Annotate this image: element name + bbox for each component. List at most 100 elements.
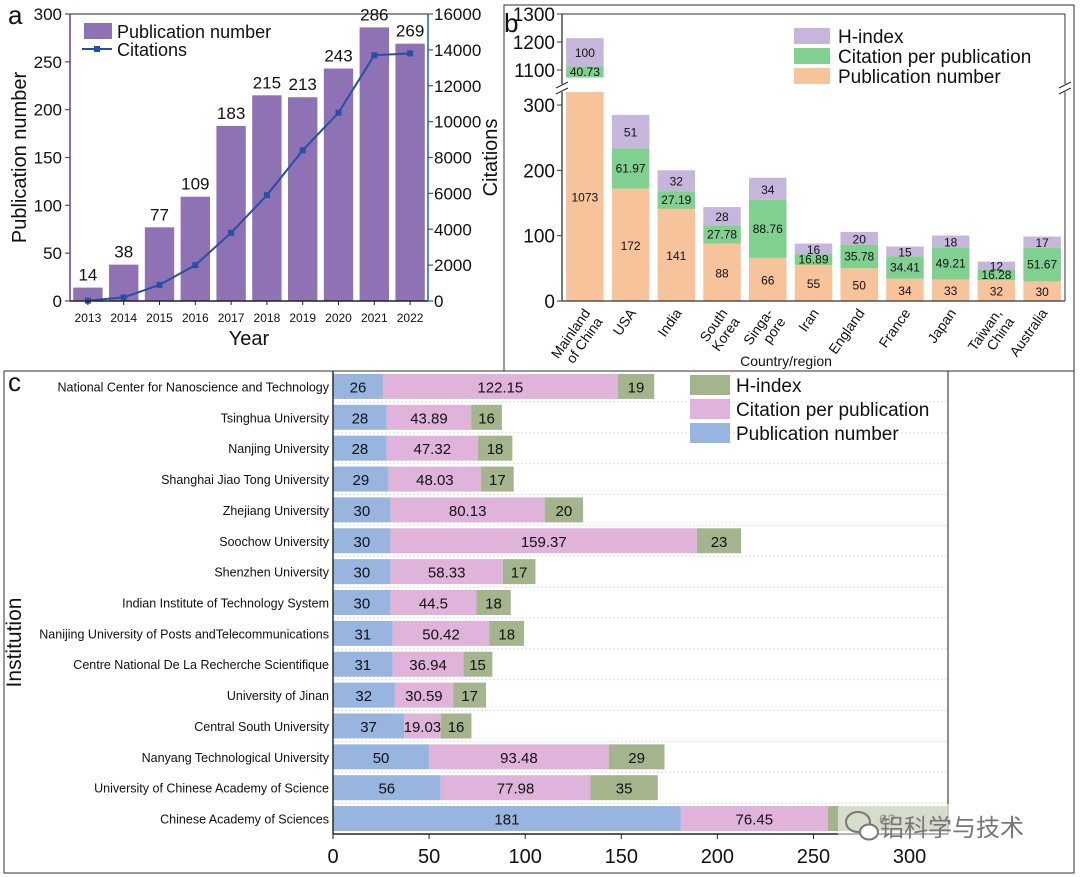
- bar-label-hindex-row-4: 17: [489, 472, 506, 489]
- bar-publication-france: [886, 278, 924, 301]
- wechat-icon-bubble-large: [845, 811, 871, 833]
- bar-label-hindex-japan: 18: [944, 235, 958, 249]
- bar-label-hindex-mainlandofchina: 100: [575, 46, 595, 60]
- legend-swatch-publication: [84, 23, 112, 39]
- bar-label-hindex-singapore: 34: [761, 183, 775, 197]
- x-tick-label-england: England: [825, 306, 868, 357]
- watermark: 铝科学与技术: [838, 804, 1048, 848]
- legend-label-citations: Citations: [117, 40, 187, 60]
- bar-label-publication-row-15: 181: [494, 812, 519, 829]
- x-tick-label-india: India: [654, 305, 685, 339]
- panel-c-institution-chart: 26 122.15 19 National Center for Nanoscienc…: [3, 370, 1075, 874]
- left-tick-label-150: 150: [34, 149, 62, 168]
- y-tick-label-row-10: Centre National De La Recherche Scientif…: [73, 658, 329, 672]
- bar-label-publication-singapore: 66: [761, 273, 775, 287]
- bar-label-publication-row-2: 28: [352, 410, 369, 427]
- legend-swatch-hindex: [794, 28, 830, 44]
- watermark-backdrop: [838, 804, 1048, 848]
- bar-cpp-row-4: [388, 466, 482, 492]
- bar-label-hindex-row-7: 17: [511, 565, 528, 582]
- x-tick-label-250: 250: [797, 846, 830, 868]
- bar-label-cpp-row-4: 48.03: [416, 472, 454, 489]
- x-tick-label-2017: 2017: [218, 311, 245, 325]
- wechat-icon: [845, 811, 879, 841]
- bar-hindex-row-13: [608, 744, 665, 770]
- x-tick-label-2021: 2021: [361, 311, 388, 325]
- bar-label-cpp-row-2: 43.89: [410, 410, 448, 427]
- bar-publication-row-9: [333, 620, 393, 646]
- left-tick-label-300: 300: [34, 5, 62, 24]
- bar-label-hindex-row-2: 16: [478, 410, 495, 427]
- bar-label-publication-australia: 30: [1035, 285, 1049, 299]
- x-tick-label-2022: 2022: [397, 311, 424, 325]
- bar-cpp-southkorea: [703, 225, 741, 244]
- bar-hindex-row-10: [463, 651, 493, 677]
- bar-label-cpp-taiwanchina: 16.28: [981, 268, 1011, 282]
- legend-label-cpp: Citation per publication: [736, 400, 929, 421]
- bar-publication-iran: [794, 265, 833, 301]
- bar-label-publication-france: 34: [898, 284, 912, 298]
- bar-label-hindex-taiwanchina: 12: [990, 260, 1004, 274]
- bar-label-cpp-row-13: 93.48: [500, 750, 538, 767]
- citations-point-2014: [120, 294, 127, 301]
- bar-cpp-row-2: [386, 404, 472, 430]
- y-tick-label-200: 200: [523, 161, 555, 182]
- axis-break-mark-bottom-0: [555, 87, 569, 95]
- bar-publication-row-10: [333, 651, 393, 677]
- bar-cpp-row-13: [429, 744, 609, 770]
- y-tick-label-row-9: Nanijing University of Posts andTelecomm…: [39, 627, 329, 641]
- bar-cpp-iran: [794, 254, 833, 266]
- bar-label-hindex-england: 20: [853, 232, 867, 246]
- bar-publication-england: [840, 268, 878, 301]
- x-tick-label-2016: 2016: [182, 311, 209, 325]
- bar-cpp-india: [657, 191, 696, 209]
- bar-cpp-england: [840, 244, 878, 269]
- citations-point-2022: [407, 50, 414, 57]
- y-tick-label-1300: 1300: [513, 5, 555, 26]
- bar-hindex-row-2: [471, 404, 502, 430]
- bar-publication-row-4: [333, 466, 389, 492]
- x-tick-label-50: 50: [418, 846, 440, 868]
- bar-label-publication-row-6: 30: [353, 534, 370, 551]
- bar-label-publication-2018: 215: [253, 73, 281, 92]
- bar-publication-2020: [323, 68, 354, 301]
- y-tick-label-row-12: Central South University: [194, 720, 330, 734]
- bar-hindex-india: [657, 170, 696, 192]
- bar-hindex-row-9: [489, 620, 525, 646]
- x-tick-label-taiwanchina: Taiwan,China: [965, 305, 1018, 362]
- bar-cpp-taiwanchina: [977, 269, 1016, 281]
- legend-label-hindex: H-index: [736, 376, 802, 397]
- bar-label-publication-2022: 269: [396, 22, 424, 41]
- bar-label-cpp-iran: 16.89: [798, 253, 828, 267]
- x-tick-label-200: 200: [701, 846, 734, 868]
- bar-hindex-iran: [794, 243, 833, 255]
- bar-publication-row-11: [333, 682, 395, 708]
- bar-label-publication-2013: 14: [78, 266, 97, 285]
- left-tick-label-200: 200: [34, 101, 62, 120]
- bar-hindex-taiwanchina: [977, 261, 1016, 270]
- bar-label-hindex-usa: 51: [624, 126, 638, 140]
- bar-hindex-row-14: [590, 775, 658, 801]
- bar-cpp-row-10: [392, 651, 464, 677]
- bar-label-publication-2016: 109: [181, 175, 209, 194]
- citations-point-2018: [263, 192, 270, 199]
- bar-publication-singapore: [749, 257, 787, 301]
- bar-hindex-row-1: [617, 373, 655, 399]
- bar-label-hindex-row-12: 16: [448, 719, 465, 736]
- left-tick-label-100: 100: [34, 196, 62, 215]
- x-axis-title: Country/region: [740, 353, 832, 369]
- left-tick-label-0: 0: [53, 292, 62, 311]
- bar-publication-row-2: [333, 404, 387, 430]
- bar-publication-southkorea: [703, 243, 741, 301]
- x-tick-label-mainlandofchina: Mainlandof China: [548, 305, 606, 369]
- y-tick-label-row-3: Nanjing University: [228, 442, 329, 456]
- y-tick-label-row-5: Zhejiang University: [223, 504, 330, 518]
- x-axis-title: Year: [229, 328, 270, 350]
- bar-label-hindex-southkorea: 28: [715, 210, 729, 224]
- bar-label-cpp-usa: 61.97: [616, 161, 646, 175]
- bar-label-publication-2021: 286: [360, 5, 388, 24]
- bar-label-publication-row-5: 30: [353, 503, 370, 520]
- bar-label-cpp-row-14: 77.98: [497, 781, 535, 798]
- x-tick-label-150: 150: [605, 846, 638, 868]
- y-tick-label-row-6: Soochow University: [219, 535, 330, 549]
